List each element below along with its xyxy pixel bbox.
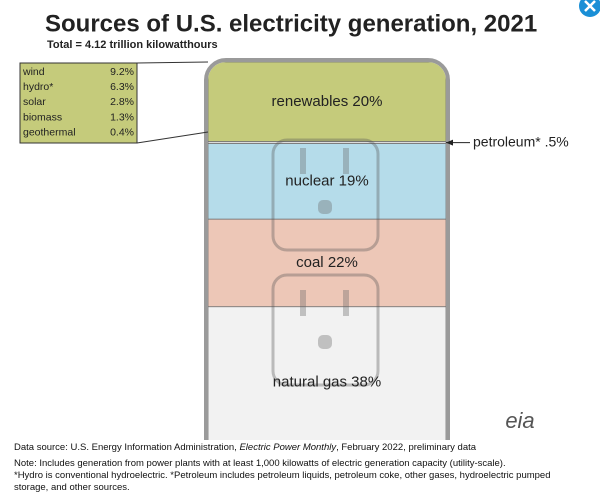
source-text: Data source: U.S. Energy Information Adm… <box>14 442 240 453</box>
close-circle[interactable] <box>579 0 600 17</box>
segment-name: nuclear <box>285 172 334 189</box>
close-x[interactable] <box>584 0 596 12</box>
segment-name: natural gas <box>273 373 347 390</box>
close-icon[interactable] <box>579 0 600 17</box>
segment-name: coal <box>296 254 324 271</box>
breakdown-name: biomass <box>23 111 62 123</box>
segment-label: nuclear 19% <box>285 172 368 189</box>
breakdown-value: 1.3% <box>110 111 134 123</box>
segment-value: 22% <box>328 254 358 271</box>
outlet-slot <box>343 290 349 316</box>
segment-value: 19% <box>339 172 369 189</box>
segment-value: 38% <box>351 373 381 390</box>
source-text: , February 2022, preliminary data <box>336 442 477 453</box>
chart: Sources of U.S. electricity generation, … <box>19 0 600 440</box>
breakdown-value: 6.3% <box>110 81 134 93</box>
breakdown-name: solar <box>23 96 46 108</box>
breakdown-value: 2.8% <box>110 96 134 108</box>
outlet-frame <box>204 58 450 440</box>
source-text: Electric Power Monthly <box>239 442 337 453</box>
outlet-face <box>271 273 380 387</box>
breakdown-name: geothermal <box>23 127 76 139</box>
segment-name: petroleum* <box>473 133 541 149</box>
segment-label: natural gas 38% <box>273 373 381 390</box>
note: *Hydro is conventional hydroelectric. *P… <box>14 470 551 493</box>
segment-label: petroleum* .5% <box>473 133 569 149</box>
outlet-slot <box>300 148 306 174</box>
breakdown-table: wind 9.2% hydro* 6.3% solar 2.8% biomass 1.3% ge… <box>22 66 134 139</box>
outlet-decoration <box>271 138 380 387</box>
note: Note: Includes generation from power pla… <box>14 458 506 469</box>
segment-label: coal 22% <box>296 254 358 271</box>
outlet-slot <box>343 148 349 174</box>
connector <box>136 61 209 64</box>
segments <box>208 62 446 440</box>
segment-value: .5% <box>545 133 569 149</box>
segment-label: renewables 20% <box>272 93 383 110</box>
outlet-ground <box>318 200 332 214</box>
notes: Note: Includes generation from power pla… <box>14 458 569 494</box>
connector <box>136 131 209 144</box>
outlet-ground <box>318 335 332 349</box>
source: Data source: U.S. Energy Information Adm… <box>14 442 574 454</box>
breakdown-name: wind <box>22 66 45 78</box>
logo: eia <box>505 408 534 433</box>
chart-title: Sources of U.S. electricity generation, … <box>45 10 537 37</box>
pointer-arrow <box>446 139 453 146</box>
outlet-slot <box>300 290 306 316</box>
outlet-face <box>271 138 380 252</box>
segment <box>208 306 446 440</box>
chart-subtitle: Total = 4.12 trillion kilowatthours <box>47 39 218 51</box>
breakdown-box <box>19 62 138 144</box>
segment-value: 20% <box>352 93 382 110</box>
breakdown-value: 0.4% <box>110 127 134 139</box>
breakdown-name: hydro* <box>23 81 53 93</box>
stack <box>208 62 446 440</box>
breakdown-value: 9.2% <box>110 66 134 78</box>
segment <box>208 143 446 220</box>
segment-name: renewables <box>272 93 349 110</box>
